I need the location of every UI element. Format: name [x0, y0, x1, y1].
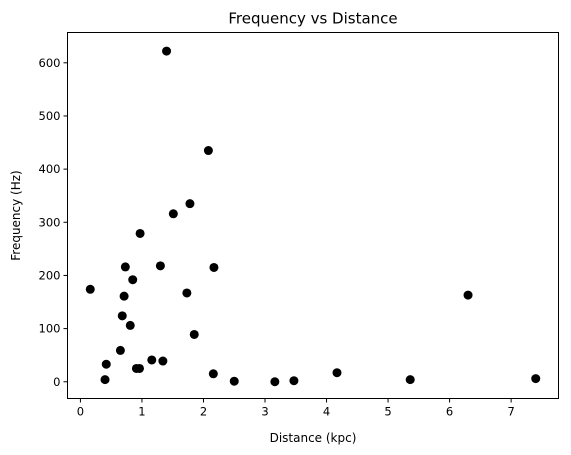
data-point: [85, 284, 95, 294]
data-point: [120, 262, 130, 272]
x-tick-label: 7: [507, 405, 514, 419]
data-point: [101, 359, 111, 369]
plot-frame: [67, 32, 559, 399]
y-tick-label: 600: [39, 56, 61, 70]
data-point: [209, 262, 219, 272]
y-tick-label: 300: [39, 215, 61, 229]
data-points: [85, 46, 541, 387]
data-point: [168, 209, 178, 219]
data-point: [332, 368, 342, 378]
data-point: [182, 288, 192, 298]
y-tick-label: 400: [39, 162, 61, 176]
data-point: [463, 290, 473, 300]
data-point: [134, 363, 144, 373]
data-point: [119, 291, 129, 301]
data-point: [405, 375, 415, 385]
data-point: [115, 345, 125, 355]
data-point: [270, 377, 280, 387]
x-axis-label: Distance (kpc): [270, 431, 357, 445]
data-point: [531, 374, 541, 384]
data-point: [189, 329, 199, 339]
data-point: [135, 228, 145, 238]
y-tick-label: 500: [39, 109, 61, 123]
x-tick-label: 6: [446, 405, 453, 419]
data-point: [208, 369, 218, 379]
x-tick-label: 5: [384, 405, 391, 419]
y-tick-label: 0: [53, 375, 60, 389]
data-point: [155, 261, 165, 271]
data-point: [289, 376, 299, 386]
data-point: [128, 275, 138, 285]
y-axis-label: Frequency (Hz): [9, 170, 23, 261]
data-point: [147, 355, 157, 365]
data-point: [158, 356, 168, 366]
x-tick-label: 0: [77, 405, 84, 419]
x-tick-label: 3: [261, 405, 268, 419]
data-point: [100, 375, 110, 385]
x-tick-label: 2: [200, 405, 207, 419]
y-tick-label: 200: [39, 268, 61, 282]
data-point: [162, 46, 172, 56]
data-point: [185, 199, 195, 209]
x-tick-label: 1: [138, 405, 145, 419]
x-tick-label: 4: [323, 405, 330, 419]
data-point: [125, 320, 135, 330]
axis-ticks: 0 1 2 3 4 5 6 7 0 100 200 300 400 500 600: [39, 56, 515, 419]
chart-title: Frequency vs Distance: [228, 10, 397, 28]
y-tick-label: 100: [39, 322, 61, 336]
data-point: [117, 311, 127, 321]
data-point: [203, 146, 213, 156]
data-point: [229, 376, 239, 386]
